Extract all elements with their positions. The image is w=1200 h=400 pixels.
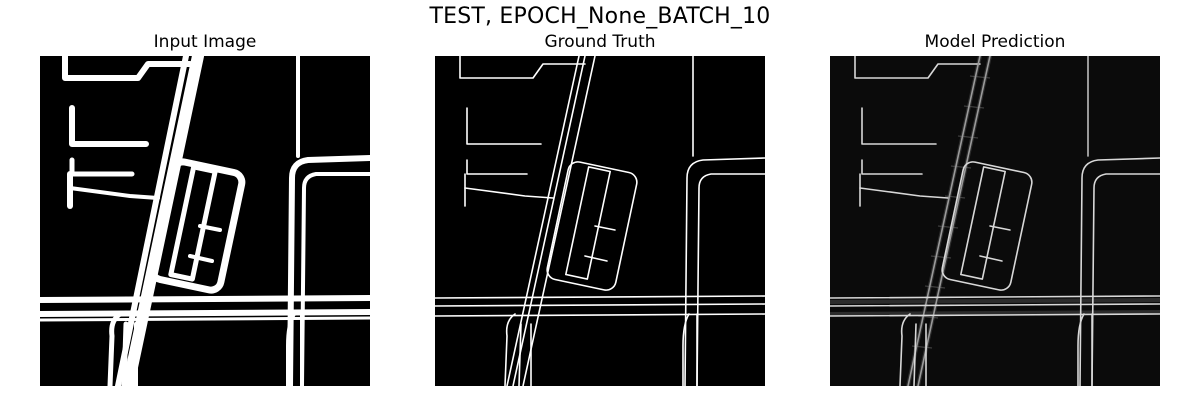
model-prediction-panel: Model Prediction [830,30,1160,386]
input-image-title: Input Image [153,32,257,52]
input-image [40,56,370,386]
model-prediction-image [830,56,1160,386]
ground-truth-image [435,56,765,386]
ground-truth-title: Ground Truth [544,32,656,52]
model-prediction-title: Model Prediction [924,32,1066,52]
ground-truth-panel: Ground Truth [435,30,765,386]
figure-title: TEST, EPOCH_None_BATCH_10 [429,4,771,29]
input-image-panel: Input Image [40,30,370,386]
